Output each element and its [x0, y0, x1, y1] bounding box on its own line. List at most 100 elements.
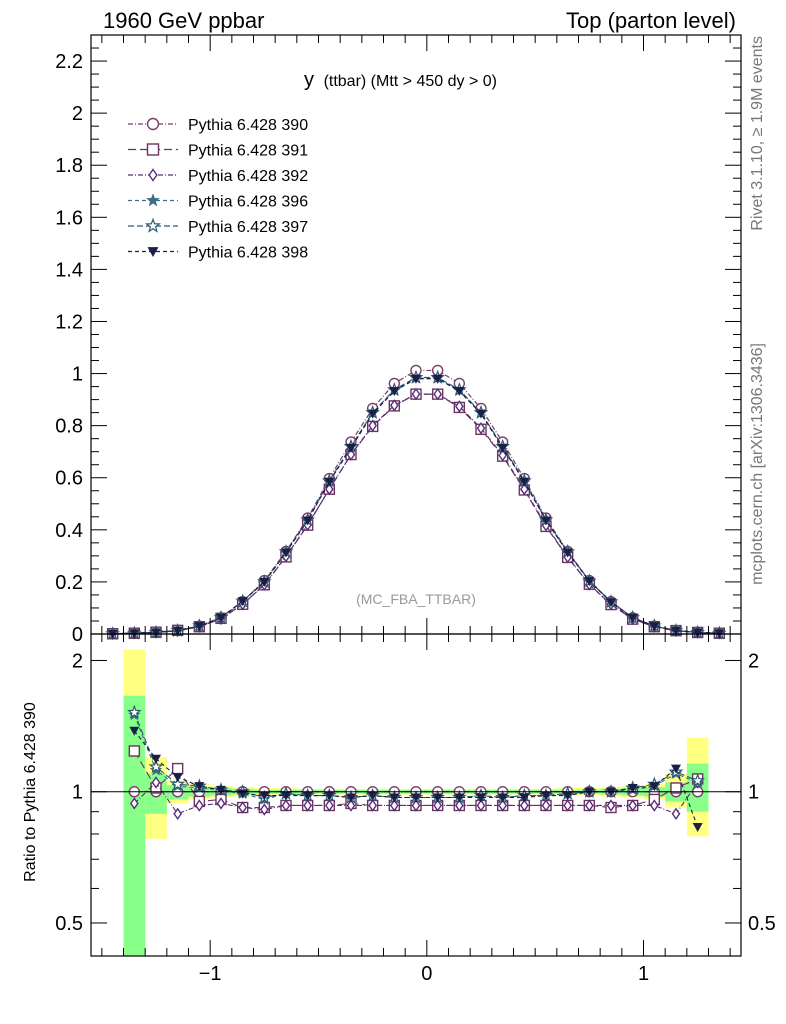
- ratio-series-line: [133, 712, 698, 799]
- legend-marker: [147, 247, 159, 257]
- main-series-point: [454, 400, 464, 413]
- main-y-tick-label: 1.6: [55, 207, 83, 229]
- ratio-series-point: [454, 793, 465, 803]
- main-y-tick-label: 1.8: [55, 155, 83, 177]
- main-y-tick-label: 2.2: [55, 51, 83, 73]
- ratio-series-point: [216, 797, 226, 810]
- ratio-series-point: [368, 799, 378, 812]
- ratio-series-point: [411, 793, 421, 803]
- ratio-series-point: [627, 783, 638, 793]
- ratio-y-tick-label-right: 0.5: [748, 913, 776, 935]
- ratio-series-point: [194, 782, 205, 792]
- main-series-point: [606, 598, 616, 608]
- ratio-series-point: [519, 793, 530, 803]
- ratio-series-point: [497, 793, 508, 803]
- ratio-series-point: [346, 799, 356, 812]
- main-series-point: [367, 409, 378, 419]
- x-tick-label: 0: [421, 963, 432, 985]
- main-series-point: [432, 374, 443, 384]
- ratio-ylabel: Ratio to Pythia 6.428 390: [22, 702, 39, 882]
- main-series-point: [562, 548, 573, 558]
- collider-label: 1960 GeV ppbar: [103, 8, 264, 33]
- ratio-series-point: [433, 799, 443, 812]
- plot-title-main: y: [304, 69, 314, 91]
- main-y-tick-label: 2: [72, 103, 83, 125]
- legend-label: Pythia 6.428 392: [188, 168, 308, 185]
- main-series-point: [627, 613, 638, 623]
- ratio-series-point: [649, 782, 660, 792]
- ratio-series-point: [563, 799, 573, 812]
- main-series-point: [411, 374, 421, 384]
- ratio-series-point: [432, 793, 443, 803]
- main-series-point: [346, 448, 356, 461]
- plot-title: y (ttbar) (Mtt > 450 dy > 0): [304, 69, 497, 91]
- ratio-y-tick-label: 0.5: [55, 913, 83, 935]
- ratio-series-point: [498, 799, 508, 812]
- main-series-point: [433, 387, 443, 401]
- ratio-series-point: [259, 791, 270, 801]
- main-y-tick-label: 0.6: [55, 468, 83, 490]
- legend-entry: Pythia 6.428 398: [128, 245, 308, 262]
- main-series-point: [151, 628, 161, 638]
- legend: Pythia 6.428 390 Pythia 6.428 391 Pythia 6…: [128, 117, 308, 262]
- main-series-point: [476, 409, 486, 419]
- main-series-point: [368, 419, 378, 432]
- ratio-series-point: [389, 799, 399, 812]
- main-series-point: [519, 477, 530, 487]
- ratio-series-point: [129, 726, 140, 736]
- main-series-point: [411, 387, 421, 401]
- legend-entry: Pythia 6.428 396: [128, 193, 308, 211]
- main-series-group: [105, 364, 727, 640]
- main-series-point: [324, 477, 335, 487]
- legend-label: Pythia 6.428 396: [188, 194, 308, 211]
- ratio-series-point: [324, 791, 335, 801]
- legend-marker: [148, 168, 158, 182]
- ratio-series-point: [389, 793, 400, 803]
- main-series-point: [671, 626, 681, 636]
- main-series-point: [281, 548, 291, 558]
- x-tick-label: 1: [638, 963, 649, 985]
- legend-marker: [146, 117, 160, 131]
- ratio-series-6: [129, 726, 703, 833]
- ratio-series-point: [128, 745, 141, 757]
- ratio-series-point: [259, 803, 269, 816]
- main-series-point: [302, 516, 313, 526]
- process-label: Top (parton level): [566, 8, 736, 33]
- main-y-tick-label: 1: [72, 364, 83, 386]
- legend-label: Pythia 6.428 398: [188, 245, 308, 262]
- ratio-y-tick-label: 1: [72, 782, 83, 804]
- plot-title-rest: (ttbar) (Mtt > 450 dy > 0): [324, 73, 497, 90]
- main-series-point: [324, 482, 334, 496]
- ratio-series-point: [151, 754, 161, 764]
- main-series-point: [519, 482, 529, 496]
- legend-label: Pythia 6.428 390: [188, 117, 308, 134]
- ratio-series-point: [238, 801, 248, 814]
- main-series-point: [454, 387, 465, 397]
- main-series-point: [259, 577, 270, 587]
- main-y-tick-label: 1.4: [55, 259, 83, 281]
- legend-marker: [146, 193, 160, 207]
- main-y-tick-label: 0: [72, 624, 83, 646]
- ratio-series-point: [129, 797, 139, 810]
- legend-entry: Pythia 6.428 392: [128, 168, 308, 185]
- ratio-y-tick-label-right: 2: [748, 650, 759, 672]
- ratio-series-point: [367, 791, 378, 801]
- ratio-series-point: [671, 807, 681, 821]
- ratio-series-point: [303, 799, 313, 812]
- ratio-series-point: [281, 791, 291, 801]
- ratio-series-point: [562, 791, 573, 801]
- ratio-series-point: [541, 791, 551, 801]
- ratio-series-point: [519, 799, 529, 812]
- ratio-series-point: [171, 762, 184, 775]
- main-series-point: [692, 628, 703, 638]
- ratio-series-point: [454, 799, 464, 812]
- ratio-series-point: [126, 704, 142, 719]
- ratio-series-point: [411, 799, 421, 812]
- legend-marker: [145, 217, 161, 233]
- ratio-series-point: [170, 776, 185, 791]
- ratio-series-point: [671, 764, 681, 774]
- axes-group: 0 0.2 0.4 0.6 0.8 1 1.2 1.4 1.6 1.8 2 2.2 −1 0 1 0.5 0.5…: [55, 34, 776, 985]
- ratio-series-3: [129, 776, 703, 821]
- ratio-series-point: [302, 791, 313, 801]
- ratio-y-tick-label: 2: [72, 650, 83, 672]
